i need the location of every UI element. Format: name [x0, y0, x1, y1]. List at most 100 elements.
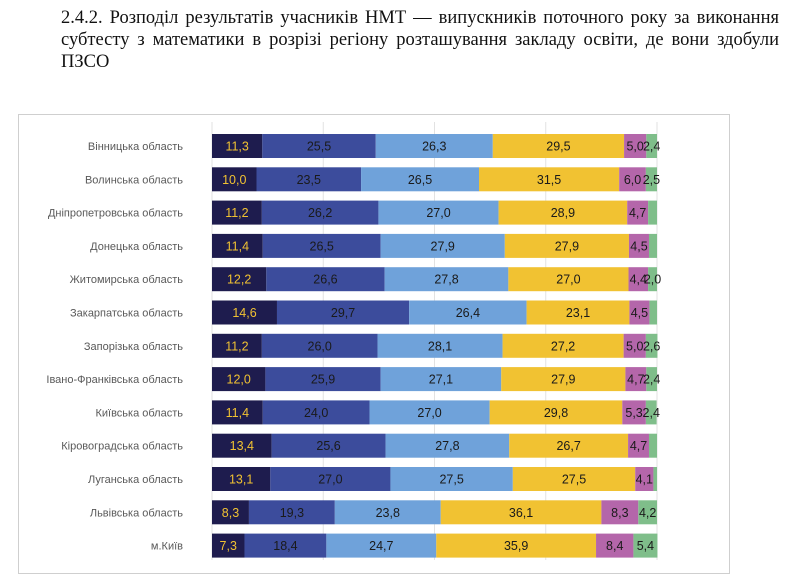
bar-segment	[271, 433, 386, 458]
bar-segment	[377, 333, 503, 358]
data-label: 29,7	[331, 306, 355, 320]
bar-segment	[375, 134, 493, 158]
data-label: 4,2	[639, 506, 656, 520]
bar-segment	[212, 500, 249, 525]
bar-segment	[627, 200, 649, 225]
data-label: 26,7	[556, 439, 580, 453]
bar-segment	[256, 167, 362, 192]
bar-segment	[262, 233, 381, 258]
bar-segment	[390, 467, 513, 491]
data-label: 13,1	[229, 473, 253, 487]
data-label: 5,4	[637, 539, 654, 553]
bar-segment	[645, 167, 657, 192]
category-label: Київська область	[95, 407, 183, 419]
data-label: 27,9	[555, 239, 579, 253]
data-label: 26,4	[456, 306, 480, 320]
bar-segment	[212, 333, 262, 358]
data-label: 27,9	[431, 239, 455, 253]
data-label: 23,8	[376, 506, 400, 520]
data-label: 27,8	[434, 273, 458, 287]
bar-segment	[262, 400, 370, 425]
bar-segment	[384, 267, 509, 292]
bar-segment	[266, 267, 385, 292]
bar-segment	[645, 333, 658, 358]
data-label: 11,2	[225, 339, 248, 353]
data-label: 2,4	[643, 140, 660, 154]
bar-segment	[648, 267, 657, 292]
bar-segment	[648, 433, 657, 458]
bar-segment	[596, 533, 634, 558]
data-label: 23,5	[297, 173, 321, 187]
bar-segment	[508, 267, 629, 292]
data-label: 11,4	[226, 239, 249, 253]
data-label: 2,0	[644, 273, 661, 287]
bar-segment	[479, 167, 620, 192]
data-label: 28,1	[428, 339, 452, 353]
data-label: 26,5	[408, 173, 432, 187]
data-label: 31,5	[537, 173, 561, 187]
bar-segment	[369, 400, 490, 425]
bar-segment	[638, 500, 657, 525]
data-label: 2,4	[643, 373, 660, 387]
bar-segment	[212, 300, 277, 325]
category-label: Луганська область	[88, 474, 183, 486]
data-label: 7,3	[220, 539, 237, 553]
data-label: 27,5	[439, 473, 463, 487]
bar-segment	[380, 233, 505, 258]
bar-segment	[261, 333, 378, 358]
bar-segment	[248, 500, 335, 525]
category-label: Закарпатська область	[70, 308, 183, 320]
bar-segment	[212, 367, 266, 392]
category-label: Донецька область	[90, 241, 183, 253]
bar-segment	[622, 400, 646, 425]
data-label: 2,6	[643, 339, 660, 353]
bar-segment	[512, 467, 636, 491]
data-label: 25,5	[307, 140, 331, 154]
bar-segment	[628, 433, 649, 458]
data-label: 8,3	[611, 506, 628, 520]
data-label: 25,6	[316, 439, 340, 453]
bar-segment	[624, 134, 647, 158]
bar-segment	[385, 433, 510, 458]
data-label: 5,0	[626, 140, 643, 154]
data-label: 35,9	[504, 539, 528, 553]
data-label: 11,2	[225, 206, 248, 220]
data-label: 2,4	[643, 406, 660, 420]
data-label: 24,0	[304, 406, 328, 420]
bar-segment	[212, 134, 263, 158]
data-label: 24,7	[369, 539, 393, 553]
bar-segment	[646, 134, 657, 158]
bar-segment	[498, 200, 628, 225]
data-label: 27,0	[426, 206, 450, 220]
bar-segment	[645, 400, 657, 425]
bar-segment	[326, 533, 437, 558]
bar-segment	[212, 533, 245, 558]
data-label: 5,0	[626, 339, 643, 353]
bar-segment	[648, 233, 657, 258]
category-label: Вінницька область	[88, 141, 183, 153]
bar-segment	[334, 500, 441, 525]
category-label: Житомирська область	[70, 274, 184, 286]
data-label: 4,7	[630, 439, 647, 453]
data-label: 23,1	[566, 306, 590, 320]
bar-segment	[380, 367, 502, 392]
bar-segment	[212, 467, 271, 491]
data-label: 27,0	[318, 473, 342, 487]
bar-segment	[502, 333, 624, 358]
data-label: 27,5	[562, 473, 586, 487]
bar-segment	[492, 134, 625, 158]
category-label: Запорізька область	[84, 341, 183, 353]
data-label: 5,3	[625, 406, 642, 420]
bar-segment	[628, 267, 649, 292]
bar-segment	[212, 267, 267, 292]
bar-segment	[629, 300, 650, 325]
data-label: 27,1	[429, 373, 453, 387]
bar-segment	[261, 200, 379, 225]
data-label: 8,3	[222, 506, 239, 520]
data-label: 27,0	[417, 406, 441, 420]
bar-segment	[648, 200, 657, 225]
bar-segment	[526, 300, 630, 325]
stacked-bar-chart: Вінницька область 11,3 25,5 26,3 29,5 5,0 2,4В…	[46, 122, 661, 560]
bar-segment	[409, 300, 527, 325]
data-label: 26,2	[308, 206, 332, 220]
